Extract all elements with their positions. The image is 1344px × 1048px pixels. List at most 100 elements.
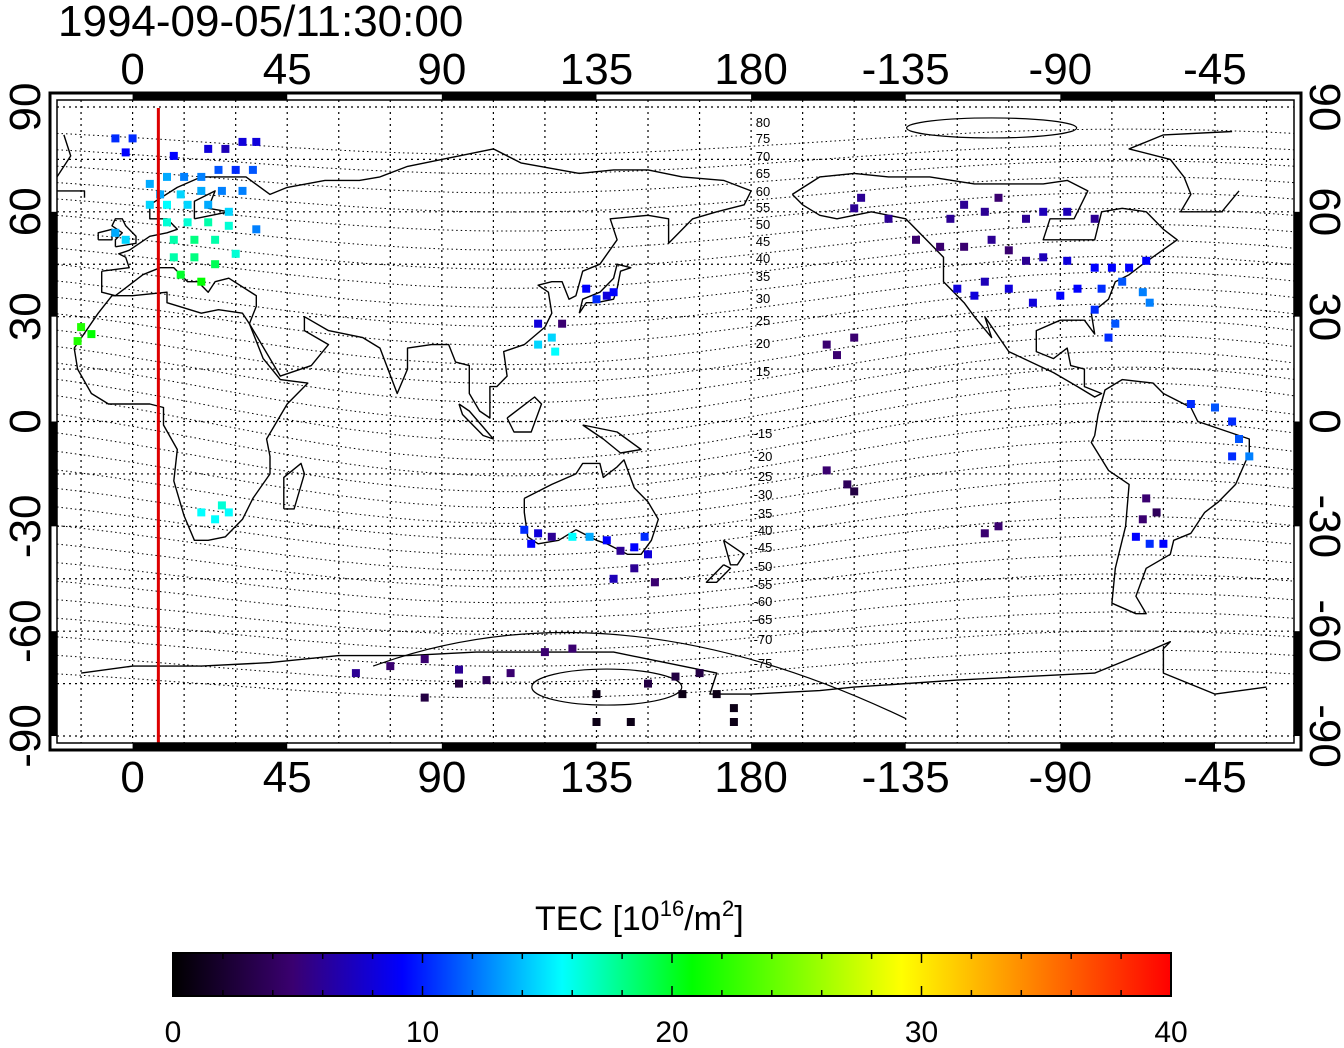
coastline bbox=[73, 291, 309, 541]
mlat-oval bbox=[906, 117, 1078, 139]
coastline bbox=[523, 459, 659, 555]
tec-cell bbox=[1145, 539, 1154, 548]
tec-cell bbox=[221, 144, 230, 153]
coastline bbox=[506, 396, 543, 433]
x-tick-label-top: 0 bbox=[120, 45, 144, 94]
tec-cell bbox=[822, 340, 831, 349]
tec-cell bbox=[644, 679, 652, 688]
tec-cell bbox=[163, 200, 171, 209]
tec-cell bbox=[77, 323, 86, 332]
tec-cell bbox=[224, 508, 233, 517]
mlat-label: -15 bbox=[754, 426, 773, 441]
tec-cell bbox=[729, 718, 738, 726]
coastline bbox=[458, 403, 495, 440]
y-tick-label-left: 90 bbox=[1, 83, 50, 132]
mlat-label: -35 bbox=[754, 506, 773, 521]
tec-cell bbox=[176, 270, 185, 279]
tec-cell bbox=[231, 165, 240, 174]
tec-cell bbox=[626, 718, 635, 726]
tec-cell bbox=[211, 235, 220, 244]
coastline bbox=[81, 641, 1267, 695]
tec-cell bbox=[602, 536, 611, 545]
tec-cell bbox=[547, 532, 556, 541]
mlat-contour bbox=[57, 239, 1294, 289]
tec-cell bbox=[1090, 263, 1099, 272]
y-tick-label-left: -90 bbox=[1, 704, 50, 768]
tec-cell bbox=[609, 574, 618, 583]
tec-cell bbox=[980, 529, 989, 538]
mlat-contour bbox=[57, 496, 1294, 556]
x-tick-label-bottom: 90 bbox=[417, 753, 466, 802]
mlat-label: 35 bbox=[756, 269, 770, 284]
mlat-contour bbox=[57, 401, 1294, 477]
frame-bar bbox=[132, 92, 288, 100]
tec-cell bbox=[386, 662, 395, 671]
coastline bbox=[57, 130, 1240, 213]
x-tick-label-top: 135 bbox=[560, 45, 633, 94]
tec-cell bbox=[1022, 256, 1030, 265]
tec-cell bbox=[520, 525, 529, 534]
tec-cell bbox=[534, 319, 543, 328]
y-tick-label-left: -30 bbox=[1, 495, 50, 559]
frame-bar bbox=[751, 92, 906, 100]
tec-cell bbox=[987, 235, 996, 244]
tec-cell bbox=[1125, 263, 1134, 272]
y-tick-label-left: 0 bbox=[1, 409, 50, 433]
mlat-contour bbox=[57, 350, 1294, 423]
tec-cell bbox=[217, 186, 226, 195]
coastline bbox=[582, 424, 642, 454]
tec-cell bbox=[1056, 291, 1065, 300]
tec-cell bbox=[238, 137, 247, 146]
mlat-label: -65 bbox=[754, 612, 773, 627]
mlat-contour bbox=[57, 271, 1294, 327]
tec-cell bbox=[455, 679, 463, 688]
tec-cell bbox=[1118, 277, 1127, 286]
plot-title: 1994-09-05/11:30:00 bbox=[58, 0, 463, 46]
tec-cell bbox=[217, 501, 226, 510]
x-tick-label-top: -90 bbox=[1029, 45, 1093, 94]
x-tick-label-bottom: -135 bbox=[862, 753, 950, 802]
mlat-label: 50 bbox=[756, 217, 770, 232]
tec-cell bbox=[1142, 256, 1151, 265]
tec-cell bbox=[644, 550, 652, 559]
y-tick-label-right: 60 bbox=[1300, 187, 1344, 236]
magnetic-latitude-contours bbox=[57, 117, 1294, 720]
coastlines bbox=[57, 130, 1287, 695]
frame-bar bbox=[1060, 743, 1215, 751]
tec-cell bbox=[169, 235, 178, 244]
tec-cell bbox=[994, 522, 1003, 531]
tec-cell bbox=[455, 665, 463, 674]
frame-bar bbox=[50, 211, 57, 317]
coastline bbox=[791, 172, 1178, 398]
colorbar-minor-ticks bbox=[172, 953, 1172, 996]
tec-cell bbox=[1142, 494, 1151, 503]
mlat-label: -25 bbox=[754, 469, 773, 484]
tec-cell bbox=[592, 718, 601, 726]
mlat-contour bbox=[57, 611, 1294, 651]
x-tick-label-bottom: 45 bbox=[263, 753, 312, 802]
y-tick-label-right: -90 bbox=[1300, 704, 1344, 768]
tec-cell bbox=[420, 693, 429, 702]
tec-cell bbox=[585, 532, 594, 541]
mlat-contour bbox=[57, 477, 1294, 540]
x-tick-label-bottom: -45 bbox=[1183, 753, 1247, 802]
tec-cell bbox=[695, 669, 704, 678]
tec-cell bbox=[420, 655, 429, 664]
mlat-contour bbox=[57, 573, 1294, 620]
tec-cell bbox=[936, 242, 945, 251]
mlat-contour bbox=[57, 554, 1294, 604]
mlat-contour bbox=[57, 319, 1294, 385]
tec-cell bbox=[568, 532, 577, 541]
tec-cell bbox=[970, 291, 979, 300]
mlat-label: -30 bbox=[754, 487, 773, 502]
tec-cell bbox=[248, 165, 257, 174]
tec-cell bbox=[145, 179, 154, 188]
x-tick-label-bottom: -90 bbox=[1029, 753, 1093, 802]
x-tick-label-bottom: 135 bbox=[560, 753, 633, 802]
tec-cell bbox=[1097, 284, 1106, 293]
x-axis-bottom-labels: 0 45 90 135 180 -135 -90 -45 bbox=[120, 753, 1246, 802]
tec-cell bbox=[1186, 400, 1195, 408]
tec-cell bbox=[547, 333, 556, 342]
tec-cell bbox=[980, 277, 989, 286]
y-tick-label-left: 30 bbox=[1, 292, 50, 341]
